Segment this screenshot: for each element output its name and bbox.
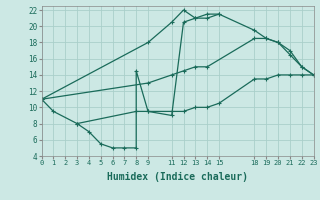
X-axis label: Humidex (Indice chaleur): Humidex (Indice chaleur) [107, 172, 248, 182]
